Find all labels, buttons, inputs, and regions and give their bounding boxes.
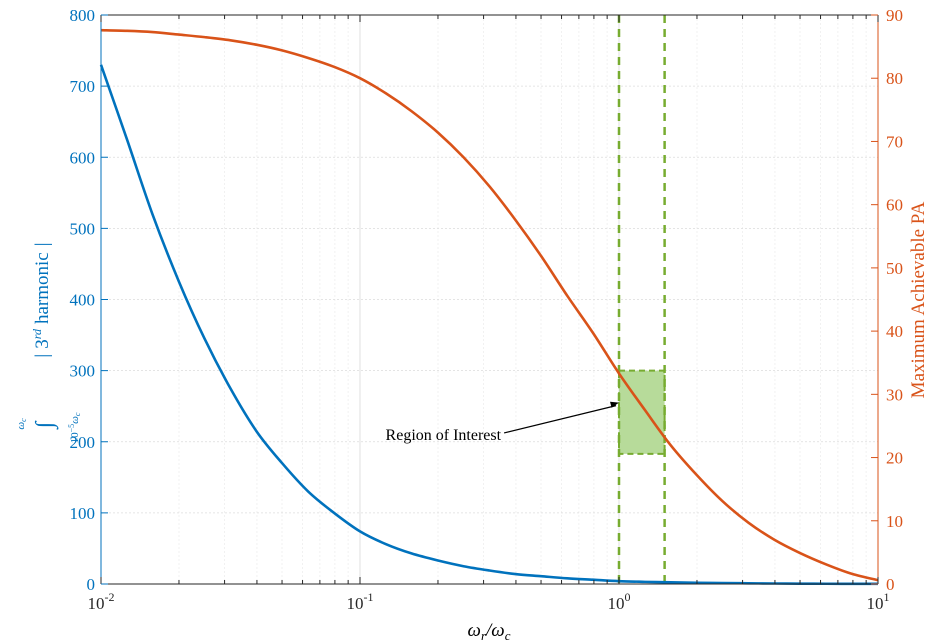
labels: 10-2 10-1 100 10101002003004005006007008000… — [70, 6, 904, 613]
svg-text:∫: ∫ — [32, 420, 59, 430]
axes — [100, 14, 879, 585]
x-tick-label: 100 — [608, 590, 631, 613]
grid — [100, 14, 878, 585]
x-axis-label: ωr/ωc — [468, 620, 511, 643]
right-tick-label: 0 — [886, 575, 895, 594]
series-line-left — [99, 64, 879, 586]
svg-text:ωc: ωc — [15, 418, 28, 430]
svg-text:|3rdharmonic|: |3rdharmonic| — [30, 242, 53, 357]
annotation-arrowhead — [610, 401, 619, 408]
region-of-interest — [617, 15, 666, 584]
left-tick-label: 100 — [70, 504, 96, 523]
right-axis-label: Maximum Achievable PA — [908, 201, 929, 398]
left-tick-label: 600 — [70, 148, 96, 167]
left-tick-label: 400 — [70, 291, 96, 310]
left-tick-label: 800 — [70, 6, 96, 25]
right-tick-label: 60 — [886, 196, 903, 215]
left-tick-label: 500 — [70, 219, 96, 238]
right-tick-label: 40 — [886, 322, 903, 341]
left-tick-label: 300 — [70, 362, 96, 381]
x-tick-label: 101 — [867, 590, 890, 613]
annotation-text: Region of Interest — [386, 427, 502, 444]
right-tick-label: 20 — [886, 449, 903, 468]
left-tick-label: 200 — [70, 433, 96, 452]
series-line-right — [100, 28, 879, 582]
region-box — [618, 369, 666, 455]
svg-text:10−5ωc: 10−5ωc — [67, 412, 82, 443]
x-tick-label: 10-1 — [347, 590, 374, 613]
left-axis-label: |3rdharmonic| ∫ ωc 10−5ωc — [15, 242, 82, 443]
left-tick-label: 700 — [70, 77, 96, 96]
right-tick-label: 10 — [886, 512, 903, 531]
right-tick-label: 30 — [886, 385, 903, 404]
right-tick-label: 50 — [886, 259, 903, 278]
annotation-arrow — [503, 405, 617, 434]
x-tick-label: 10-2 — [88, 590, 115, 613]
left-tick-label: 0 — [87, 575, 96, 594]
right-tick-label: 70 — [886, 132, 903, 151]
series-layer — [99, 28, 879, 586]
right-tick-label: 90 — [886, 6, 903, 25]
right-tick-label: 80 — [886, 69, 903, 88]
